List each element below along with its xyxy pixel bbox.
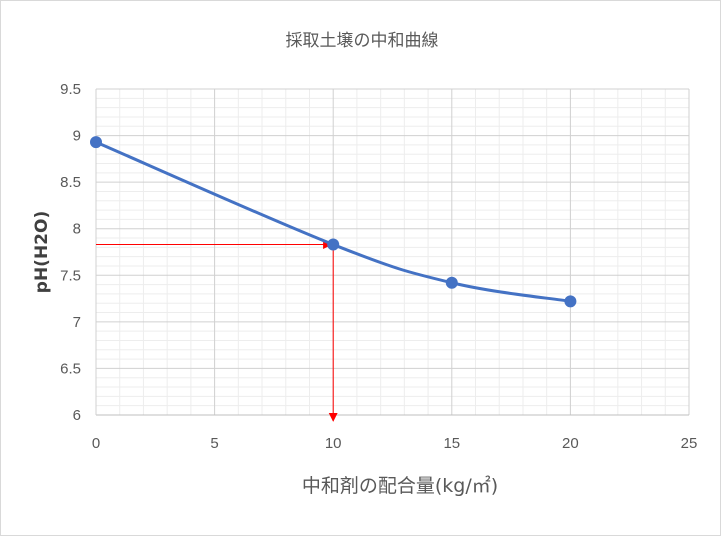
y-tick-labels: 6 6.5 7 7.5 8 8.5 9 9.5 [60,81,81,424]
series-line [94,140,572,303]
x-tick-label: 0 [92,435,100,452]
y-tick-label: 7 [73,314,81,331]
chart-title: 採取土壌の中和曲線 [286,31,439,51]
data-point [327,238,340,251]
x-axis-label: 中和剤の配合量(kg/㎡) [302,474,498,497]
major-gridlines [96,88,690,415]
y-axis-label: pH(H2O) [32,211,52,293]
x-tick-labels: 0 5 10 15 20 25 [92,435,698,452]
data-point [90,136,102,149]
x-tick-label: 15 [443,435,460,452]
annotation-arrows [96,240,338,422]
y-tick-label: 9.5 [60,81,81,98]
series-layer [90,136,577,308]
x-tick-label: 10 [325,435,342,452]
x-tick-label: 25 [681,435,698,452]
x-tick-label: 20 [562,435,579,452]
y-tick-label: 6 [73,407,81,424]
y-tick-label: 9 [73,128,81,145]
x-tick-label: 5 [210,435,218,452]
y-tick-label: 7.5 [60,267,81,284]
data-point [564,295,577,308]
axes [95,89,689,416]
data-point [445,276,458,289]
y-tick-label: 8 [73,221,81,238]
minor-gridlines [96,89,689,415]
y-tick-label: 6.5 [60,360,81,377]
y-tick-label: 8.5 [60,174,81,191]
